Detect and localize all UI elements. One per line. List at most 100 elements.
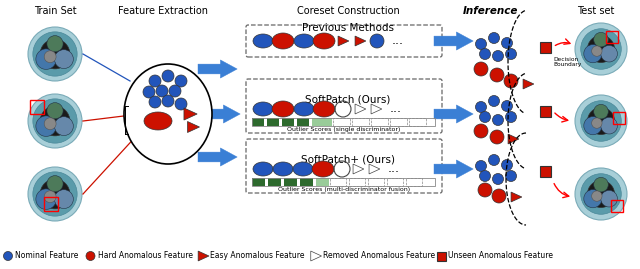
Circle shape bbox=[488, 154, 499, 165]
Bar bbox=[333, 118, 350, 126]
Bar bbox=[267, 118, 279, 126]
Bar bbox=[252, 178, 435, 186]
Bar bbox=[312, 118, 332, 126]
Bar bbox=[606, 31, 618, 43]
Circle shape bbox=[28, 167, 82, 221]
Bar bbox=[368, 178, 384, 186]
Circle shape bbox=[493, 174, 504, 185]
Text: ...: ... bbox=[390, 102, 402, 115]
Circle shape bbox=[588, 108, 614, 134]
Bar bbox=[436, 252, 445, 260]
Circle shape bbox=[479, 111, 490, 122]
Polygon shape bbox=[434, 160, 473, 178]
Polygon shape bbox=[201, 105, 240, 123]
Ellipse shape bbox=[144, 112, 172, 130]
Text: Outlier Scores (multi-discriminator fusion): Outlier Scores (multi-discriminator fusi… bbox=[278, 187, 410, 192]
Bar bbox=[540, 41, 550, 52]
Text: SoftPatch+ (Ours): SoftPatch+ (Ours) bbox=[301, 154, 395, 164]
Text: Removed Anomalous Feature: Removed Anomalous Feature bbox=[323, 252, 435, 260]
FancyBboxPatch shape bbox=[246, 25, 442, 57]
Bar bbox=[406, 178, 422, 186]
Polygon shape bbox=[198, 60, 237, 78]
Bar bbox=[390, 118, 407, 126]
Bar bbox=[252, 118, 264, 126]
Circle shape bbox=[584, 116, 602, 135]
Circle shape bbox=[3, 252, 13, 260]
Circle shape bbox=[493, 51, 504, 62]
Circle shape bbox=[33, 32, 77, 76]
Polygon shape bbox=[338, 36, 349, 46]
Circle shape bbox=[28, 27, 82, 81]
Circle shape bbox=[594, 104, 608, 119]
Circle shape bbox=[162, 70, 174, 82]
Circle shape bbox=[506, 111, 516, 122]
Text: Noisy
Data: Noisy Data bbox=[127, 116, 144, 128]
Circle shape bbox=[506, 171, 516, 182]
Circle shape bbox=[490, 130, 504, 144]
Ellipse shape bbox=[253, 102, 273, 116]
FancyBboxPatch shape bbox=[246, 79, 442, 133]
Circle shape bbox=[580, 174, 621, 214]
Ellipse shape bbox=[253, 34, 273, 48]
Bar bbox=[349, 178, 365, 186]
Circle shape bbox=[36, 49, 56, 69]
Circle shape bbox=[492, 189, 506, 203]
Bar bbox=[409, 118, 426, 126]
Ellipse shape bbox=[313, 33, 335, 49]
Circle shape bbox=[575, 168, 627, 220]
Text: Inference: Inference bbox=[462, 6, 518, 16]
Bar bbox=[44, 197, 58, 211]
Circle shape bbox=[474, 62, 488, 76]
Ellipse shape bbox=[272, 101, 294, 117]
Circle shape bbox=[47, 103, 63, 119]
Bar bbox=[352, 118, 369, 126]
Circle shape bbox=[506, 48, 516, 59]
Circle shape bbox=[54, 117, 74, 136]
Polygon shape bbox=[434, 32, 473, 50]
Circle shape bbox=[488, 33, 499, 44]
Circle shape bbox=[588, 180, 614, 207]
Bar bbox=[330, 178, 346, 186]
Circle shape bbox=[156, 85, 168, 97]
Circle shape bbox=[594, 177, 608, 192]
Bar bbox=[371, 118, 388, 126]
Text: Feature Extraction: Feature Extraction bbox=[118, 6, 208, 16]
Circle shape bbox=[594, 32, 608, 47]
Text: Decision
Boundary: Decision Boundary bbox=[553, 56, 581, 68]
Ellipse shape bbox=[313, 101, 335, 117]
Ellipse shape bbox=[124, 64, 212, 164]
Bar bbox=[316, 178, 329, 186]
Circle shape bbox=[580, 29, 621, 69]
Circle shape bbox=[44, 191, 56, 203]
Circle shape bbox=[493, 115, 504, 126]
Circle shape bbox=[36, 189, 56, 209]
Circle shape bbox=[488, 95, 499, 107]
Ellipse shape bbox=[253, 162, 273, 176]
Circle shape bbox=[479, 48, 490, 59]
Circle shape bbox=[575, 23, 627, 75]
Circle shape bbox=[40, 179, 70, 209]
Polygon shape bbox=[188, 122, 200, 133]
Text: Test set: Test set bbox=[577, 6, 614, 16]
Circle shape bbox=[40, 39, 70, 69]
Circle shape bbox=[502, 101, 513, 111]
Polygon shape bbox=[198, 148, 237, 166]
Text: Coreset Construction: Coreset Construction bbox=[296, 6, 399, 16]
Bar bbox=[613, 112, 625, 124]
Circle shape bbox=[47, 36, 63, 52]
Text: Outlier Scores (single discriminator): Outlier Scores (single discriminator) bbox=[287, 127, 401, 132]
Circle shape bbox=[54, 190, 74, 208]
Polygon shape bbox=[434, 105, 473, 123]
Text: Hard Anomalous Feature: Hard Anomalous Feature bbox=[97, 252, 193, 260]
Circle shape bbox=[601, 190, 618, 207]
Bar bbox=[30, 100, 44, 114]
Bar bbox=[284, 178, 297, 186]
Ellipse shape bbox=[273, 162, 293, 176]
Circle shape bbox=[54, 50, 74, 69]
Polygon shape bbox=[523, 79, 534, 89]
Bar bbox=[297, 118, 309, 126]
Bar bbox=[611, 200, 623, 212]
Circle shape bbox=[143, 86, 155, 98]
Circle shape bbox=[478, 183, 492, 197]
Text: Previous Methods: Previous Methods bbox=[302, 23, 394, 33]
